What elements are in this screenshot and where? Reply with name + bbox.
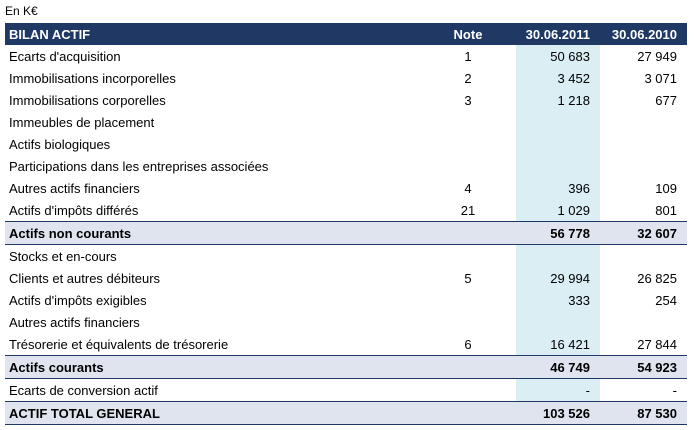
cell: 1 218	[516, 89, 600, 111]
total-row: Actifs courants 46 749 54 923	[5, 355, 687, 379]
cell	[436, 111, 516, 133]
row: Ecarts de conversion actif - -	[5, 378, 687, 402]
cell: 29 994	[516, 267, 600, 289]
cell: 32 607	[600, 221, 687, 245]
cell: 54 923	[600, 355, 687, 379]
row: Immobilisations corporelles 3 1 218 677	[5, 89, 687, 111]
cell: Immobilisations corporelles	[9, 92, 166, 108]
cell: Actifs d'impôts exigibles	[9, 292, 147, 308]
cell: 5	[464, 270, 472, 286]
cell	[516, 133, 600, 155]
row: Participations dans les entreprises asso…	[5, 155, 687, 177]
row: Trésorerie et équivalents de trésorerie 6…	[5, 333, 687, 356]
cell: 396	[516, 177, 600, 199]
row: Actifs d'impôts exigibles 333 254	[5, 289, 687, 311]
cell: 56 778	[516, 221, 600, 245]
cell	[516, 311, 600, 333]
cell	[600, 111, 687, 133]
cell: Trésorerie et équivalents de trésorerie	[9, 336, 229, 352]
cell: Stocks et en-cours	[9, 248, 117, 264]
cell: 2	[464, 70, 472, 86]
cell: -	[672, 382, 677, 398]
cell: Clients et autres débiteurs	[9, 270, 161, 286]
total-row: Actifs non courants 56 778 32 607	[5, 221, 687, 245]
cell: 109	[655, 180, 677, 196]
cell: Actifs biologiques	[9, 136, 111, 152]
cell: 3 452	[516, 67, 600, 89]
cell: 27 949	[637, 48, 677, 64]
cell: 677	[655, 92, 677, 108]
cell: Ecarts de conversion actif	[9, 382, 158, 398]
cell: 3	[464, 92, 472, 108]
cell	[436, 355, 516, 379]
row: Ecarts d'acquisition 1 50 683 27 949	[5, 45, 687, 67]
row: Autres actifs financiers 4 396 109	[5, 177, 687, 199]
cell: 21	[460, 202, 476, 218]
column-header: BILAN ACTIF	[5, 23, 436, 45]
cell	[436, 401, 516, 425]
cell	[600, 155, 687, 177]
cell: 333	[516, 289, 600, 311]
cell: Participations dans les entreprises asso…	[9, 158, 269, 174]
cell: Autres actifs financiers	[9, 180, 140, 196]
cell: 46 749	[516, 355, 600, 379]
cell: 254	[655, 292, 677, 308]
total-row: ACTIF TOTAL GENERAL 103 526 87 530	[5, 401, 687, 425]
cell: 87 530	[600, 401, 687, 425]
cell	[436, 311, 516, 333]
cell: Immobilisations incorporelles	[9, 70, 176, 86]
cell	[516, 155, 600, 177]
cell: 6	[464, 336, 472, 352]
cell: Actifs non courants	[5, 221, 436, 245]
column-header: 30.06.2010	[600, 23, 687, 45]
cell: Actifs courants	[5, 355, 436, 379]
row: Actifs d'impôts différés 21 1 029 801	[5, 199, 687, 222]
cell: -	[516, 378, 600, 402]
cell	[600, 245, 687, 268]
cell	[436, 155, 516, 177]
cell: 16 421	[516, 333, 600, 356]
cell	[600, 133, 687, 155]
row: Clients et autres débiteurs 5 29 994 26 825	[5, 267, 687, 289]
row: Immeubles de placement	[5, 111, 687, 133]
cell: 26 825	[637, 270, 677, 286]
column-header: 30.06.2011	[516, 23, 600, 45]
cell	[600, 311, 687, 333]
cell: 3 071	[644, 70, 677, 86]
cell	[436, 379, 516, 402]
row: Autres actifs financiers	[5, 311, 687, 333]
row: Stocks et en-cours	[5, 244, 687, 268]
cell: 4	[464, 180, 472, 196]
row: Actifs biologiques	[5, 133, 687, 155]
cell: 1 029	[516, 199, 600, 222]
cell	[436, 221, 516, 245]
cell: Immeubles de placement	[9, 114, 155, 130]
cell: 1	[464, 48, 472, 64]
cell: 103 526	[516, 401, 600, 425]
header-row: BILAN ACTIF Note 30.06.2011 30.06.2010	[5, 23, 687, 45]
cell	[436, 133, 516, 155]
unit-label: En K€	[5, 4, 38, 18]
cell: Autres actifs financiers	[9, 314, 140, 330]
row: Immobilisations incorporelles 2 3 452 3 071	[5, 67, 687, 89]
cell: 27 844	[637, 336, 677, 352]
cell: 801	[655, 202, 677, 218]
cell: ACTIF TOTAL GENERAL	[5, 401, 436, 425]
cell: 50 683	[516, 45, 600, 67]
cell	[516, 244, 600, 267]
balance-table: BILAN ACTIF Note 30.06.2011 30.06.2010 Ecar…	[5, 23, 687, 425]
cell: Actifs d'impôts différés	[9, 202, 139, 218]
column-header: Note	[436, 23, 516, 45]
cell	[436, 245, 516, 268]
cell	[436, 289, 516, 311]
cell: Ecarts d'acquisition	[9, 48, 121, 64]
cell	[516, 111, 600, 133]
